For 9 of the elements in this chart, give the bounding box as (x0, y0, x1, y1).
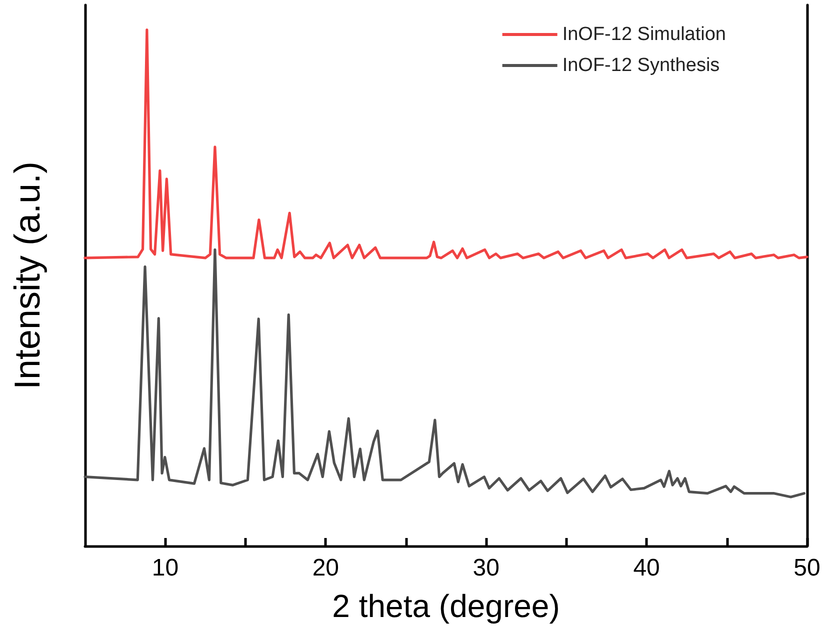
legend-label: InOF-12 Synthesis (562, 55, 720, 76)
legend-label: InOF-12 Simulation (562, 24, 726, 45)
y-axis-title: Intensity (a.u.) (6, 161, 48, 390)
x-tick-label: 30 (472, 554, 500, 582)
x-tick-label: 10 (152, 554, 179, 582)
x-axis-title: 2 theta (degree) (332, 588, 560, 624)
x-tick-label: 20 (312, 554, 340, 582)
x-tick-label: 40 (633, 554, 660, 582)
x-tick-label: 50 (794, 554, 820, 582)
